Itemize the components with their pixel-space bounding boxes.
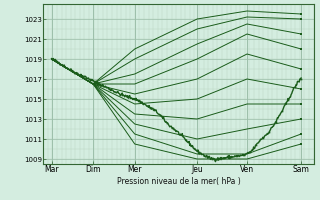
X-axis label: Pression niveau de la mer( hPa ): Pression niveau de la mer( hPa ): [116, 177, 240, 186]
